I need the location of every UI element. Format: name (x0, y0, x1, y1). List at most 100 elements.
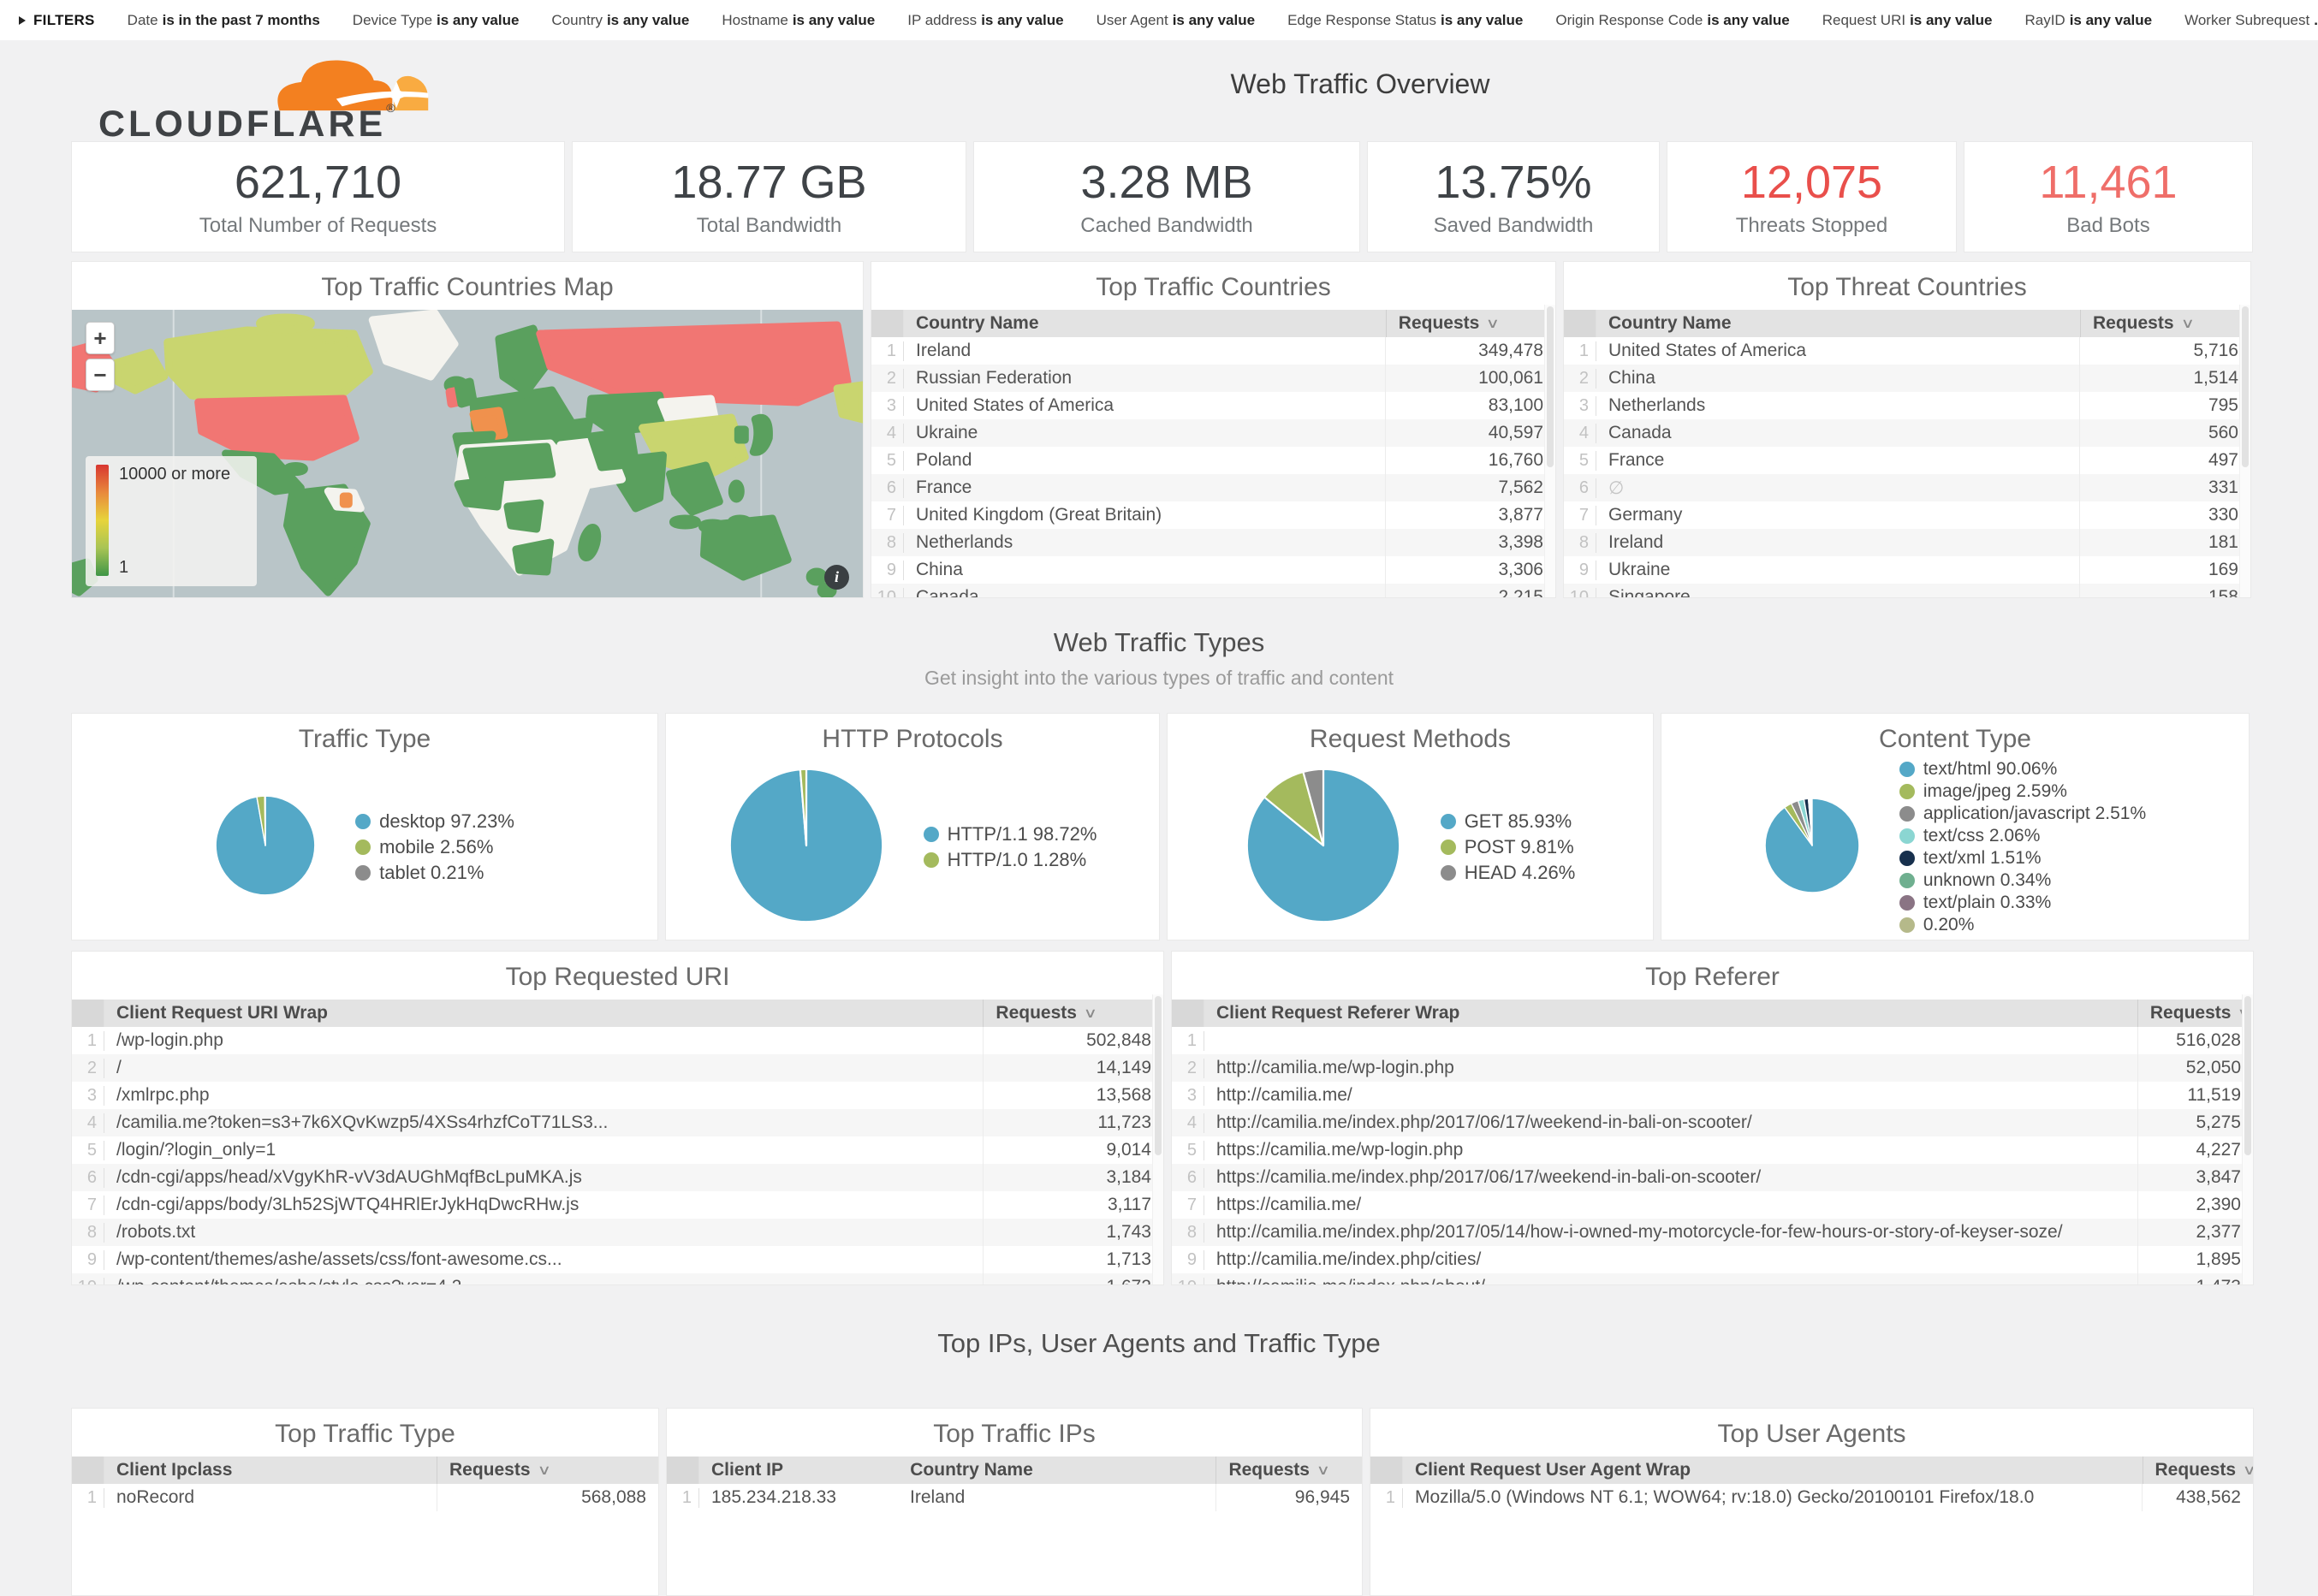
filter-device-type[interactable]: Device Type is any value (352, 11, 520, 28)
filter-edge-response-status[interactable]: Edge Response Status is any value (1287, 11, 1524, 28)
table-row[interactable]: 3/xmlrpc.php 13,568 (72, 1082, 1163, 1109)
column-header[interactable]: Country Name (904, 310, 1386, 337)
table-row[interactable]: 6 France 7,562 (871, 474, 1555, 501)
legend-dot-icon (1899, 784, 1915, 799)
legend-dot-icon (1440, 814, 1456, 829)
table-row[interactable]: 8/robots.txt 1,743 (72, 1219, 1163, 1246)
row-index: 6 (1564, 478, 1596, 498)
column-header[interactable]: Country Name (1596, 310, 2080, 337)
table-scrollbar[interactable] (1152, 994, 1163, 1285)
legend-label: GET 85.93% (1464, 810, 1572, 832)
filter-hostname[interactable]: Hostname is any value (722, 11, 876, 28)
table-row[interactable]: 1 Mozilla/5.0 (Windows NT 6.1; WOW64; rv:… (1370, 1484, 2253, 1511)
table-row[interactable]: 4/camilia.me?token=s3+7k6XQvKwzp5/4XSs4r… (72, 1109, 1163, 1136)
table-row[interactable]: 5 https://camilia.me/wp-login.php 4,227 (1172, 1136, 2253, 1164)
cell: 331 (2079, 474, 2250, 501)
pie-slice[interactable] (264, 794, 266, 846)
table-row[interactable]: 1/wp-login.php 502,848 (72, 1027, 1163, 1054)
cell: 502,848 (983, 1027, 1163, 1054)
scrollbar-thumb[interactable] (1547, 306, 1554, 468)
table-row[interactable]: 6 https://camilia.me/index.php/2017/06/17… (1172, 1164, 2253, 1191)
column-header[interactable]: Client IP (699, 1457, 898, 1484)
table-row[interactable]: 7 https://camilia.me/2,390 (1172, 1191, 2253, 1219)
column-header[interactable]: Client Ipclass (104, 1457, 437, 1484)
column-header[interactable]: Requests∨ (2080, 310, 2250, 337)
table-row[interactable]: 10http://camilia.me/index.php/about/1,47… (1172, 1273, 2253, 1285)
column-header[interactable]: Client Request URI Wrap (104, 1000, 983, 1027)
filter-ip-address[interactable]: IP address is any value (907, 11, 1064, 28)
table-row[interactable]: 10 Singapore 158 (1564, 584, 2250, 597)
table-row[interactable]: 4 Canada 560 (1564, 419, 2250, 447)
table-row[interactable]: 7/cdn-cgi/apps/body/3Lh52SjWTQ4HRlErJykH… (72, 1191, 1163, 1219)
table-row[interactable]: 2 / 14,149 (72, 1054, 1163, 1082)
table-row[interactable]: 6/cdn-cgi/apps/head/xVgyKhR-vV3dAUGhMqfB… (72, 1164, 1163, 1191)
scrollbar-thumb[interactable] (2244, 996, 2251, 1156)
table-row[interactable]: 2 China 1,514 (1564, 365, 2250, 392)
zoom-in-button[interactable]: + (86, 322, 115, 354)
column-header[interactable]: Client Request Referer Wrap (1204, 1000, 2137, 1027)
cell: 14,149 (983, 1054, 1163, 1082)
scrollbar-thumb[interactable] (2242, 306, 2249, 468)
table-row[interactable]: 8 Ireland 181 (1564, 529, 2250, 556)
column-header[interactable]: Requests∨ (1215, 1457, 1362, 1484)
top-traffic-ips-card: Top Traffic IPs Client IP Country Name Req… (666, 1408, 1363, 1596)
column-header[interactable]: Client Request User Agent Wrap (1403, 1457, 2143, 1484)
column-header[interactable]: Requests∨ (983, 1000, 1163, 1027)
filter-date[interactable]: Date is in the past 7 months (127, 11, 320, 28)
legend-item: POST 9.81% (1440, 834, 1576, 860)
filter-worker-subrequest[interactable]: Worker Subrequest... (2184, 11, 2318, 28)
table-row[interactable]: 4 http://camilia.me/index.php/2017/06/17/… (1172, 1109, 2253, 1136)
table-row[interactable]: 8 Netherlands 3,398 (871, 529, 1555, 556)
zoom-out-button[interactable]: − (86, 359, 115, 391)
column-header[interactable]: Requests∨ (2137, 1000, 2253, 1027)
table-row[interactable]: 2 Russian Federation 100,061 (871, 365, 1555, 392)
table-row[interactable]: 4 Ukraine 40,597 (871, 419, 1555, 447)
table-row[interactable]: 5 Poland 16,760 (871, 447, 1555, 474)
column-header[interactable]: Country Name (898, 1457, 1215, 1484)
filter-country[interactable]: Country is any value (551, 11, 690, 28)
table-scrollbar[interactable] (1544, 305, 1555, 597)
table-row[interactable]: 9 http://camilia.me/index.php/cities/1,89… (1172, 1246, 2253, 1273)
table-row[interactable]: 1 noRecord 568,088 (72, 1484, 658, 1511)
filter-rayid[interactable]: RayID is any value (2024, 11, 2153, 28)
table-scrollbar[interactable] (2242, 994, 2253, 1285)
filters-label: FILTERS (33, 11, 95, 28)
table-scrollbar[interactable] (2239, 305, 2250, 597)
world-map[interactable]: + − 10000 or more 1 i (72, 310, 863, 597)
table-row[interactable]: 5/login/?login_only=1 9,014 (72, 1136, 1163, 1164)
filter-request-uri[interactable]: Request URI is any value (1822, 11, 1993, 28)
pie-slice[interactable] (799, 768, 807, 846)
table-row[interactable]: 1 516,028 (1172, 1027, 2253, 1054)
pie-slice[interactable] (1810, 797, 1813, 846)
table-row[interactable]: 3 Netherlands 795 (1564, 392, 2250, 419)
table-row[interactable]: 9 Ukraine 169 (1564, 556, 2250, 584)
cell: Germany (1608, 505, 1683, 525)
filter-user-agent[interactable]: User Agent is any value (1096, 11, 1256, 28)
table-row[interactable]: 3 United States of America 83,100 (871, 392, 1555, 419)
table-row[interactable]: 9 China 3,306 (871, 556, 1555, 584)
table-row[interactable]: 1 Ireland 349,478 (871, 337, 1555, 365)
table-row[interactable]: 9/wp-content/themes/ashe/assets/css/font… (72, 1246, 1163, 1273)
scrollbar-thumb[interactable] (1155, 996, 1162, 1156)
column-header[interactable]: Requests∨ (437, 1457, 658, 1484)
column-header[interactable]: Requests∨ (1385, 310, 1555, 337)
filters-toggle[interactable]: FILTERS (19, 12, 95, 29)
table-row[interactable]: 7 Germany 330 (1564, 501, 2250, 529)
table-row[interactable]: 6 ∅ 331 (1564, 474, 2250, 501)
map-info-button[interactable]: i (824, 565, 849, 590)
stats-row: 621,710 Total Number of Requests 18.77 G… (71, 141, 2253, 252)
table-row[interactable]: 10/wp-content/themes/ashe/style.css?ver=… (72, 1273, 1163, 1285)
column-header[interactable]: Requests∨ (2142, 1457, 2253, 1484)
table-row[interactable]: 5 France 497 (1564, 447, 2250, 474)
table-row[interactable]: 2 http://camilia.me/wp-login.php 52,050 (1172, 1054, 2253, 1082)
table-row[interactable]: 1 185.234.218.33 Ireland 96,945 (667, 1484, 1362, 1511)
table-row[interactable]: 8 http://camilia.me/index.php/2017/05/14/… (1172, 1219, 2253, 1246)
pie-slice[interactable] (1302, 768, 1324, 846)
cell: https://camilia.me/ (1216, 1195, 1362, 1214)
table-row[interactable]: 1 United States of America 5,716 (1564, 337, 2250, 365)
table-row[interactable]: 3 http://camilia.me/11,519 (1172, 1082, 2253, 1109)
table-row[interactable]: 10 Canada 2,215 (871, 584, 1555, 597)
filter-origin-response-code[interactable]: Origin Response Code is any value (1555, 11, 1790, 28)
cell: 100,061 (1385, 365, 1555, 392)
table-row[interactable]: 7 United Kingdom (Great Britain) 3,877 (871, 501, 1555, 529)
